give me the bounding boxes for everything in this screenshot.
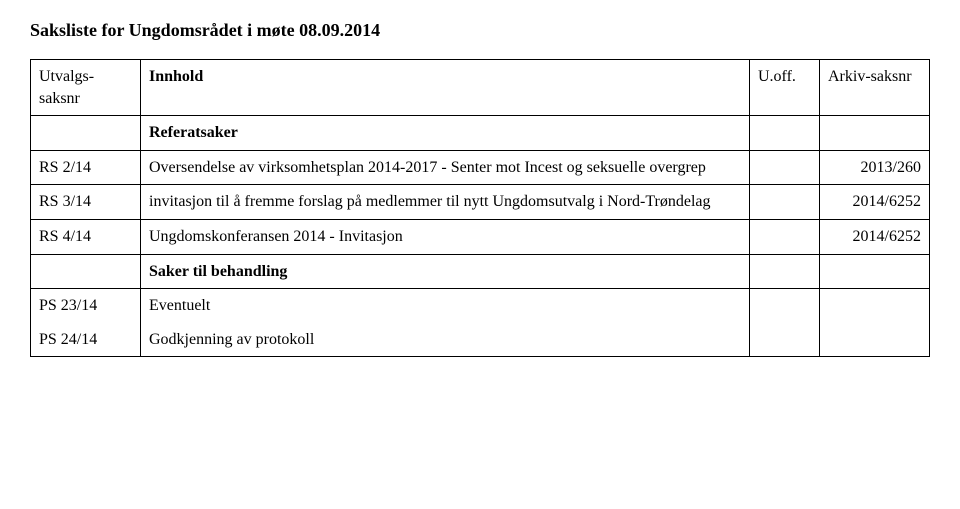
header-arkiv: Arkiv-saksnr [820,60,930,116]
empty-cell [750,116,820,151]
header-innhold: Innhold [141,60,750,116]
empty-cell [31,116,141,151]
header-uoff: U.off. [750,60,820,116]
table-row: RS 3/14 invitasjon til å fremme forslag … [31,185,930,220]
page-title: Saksliste for Ungdomsrådet i møte 08.09.… [30,20,930,41]
cell-uoff [750,323,820,357]
cell-saksnr: PS 24/14 [31,323,141,357]
cell-uoff [750,289,820,323]
cell-innhold: Oversendelse av virksomhetsplan 2014-201… [141,150,750,185]
cell-saksnr: RS 4/14 [31,219,141,254]
saksliste-table: Utvalgs-saksnr Innhold U.off. Arkiv-saks… [30,59,930,357]
cell-arkiv: 2013/260 [820,150,930,185]
cell-innhold: Ungdomskonferansen 2014 - Invitasjon [141,219,750,254]
section-label: Saker til behandling [141,254,750,289]
empty-cell [820,116,930,151]
section-row-referatsaker: Referatsaker [31,116,930,151]
section-label: Referatsaker [141,116,750,151]
cell-uoff [750,150,820,185]
empty-cell [820,254,930,289]
table-row: RS 4/14 Ungdomskonferansen 2014 - Invita… [31,219,930,254]
empty-cell [750,254,820,289]
cell-uoff [750,185,820,220]
cell-uoff [750,219,820,254]
cell-innhold: Godkjenning av protokoll [141,323,750,357]
table-row: PS 24/14 Godkjenning av protokoll [31,323,930,357]
section-row-saker-til-behandling: Saker til behandling [31,254,930,289]
cell-arkiv: 2014/6252 [820,185,930,220]
table-row: PS 23/14 Eventuelt [31,289,930,323]
header-saksnr: Utvalgs-saksnr [31,60,141,116]
cell-saksnr: RS 3/14 [31,185,141,220]
cell-saksnr: PS 23/14 [31,289,141,323]
cell-arkiv: 2014/6252 [820,219,930,254]
empty-cell [31,254,141,289]
cell-arkiv [820,323,930,357]
cell-saksnr: RS 2/14 [31,150,141,185]
cell-innhold: invitasjon til å fremme forslag på medle… [141,185,750,220]
cell-innhold: Eventuelt [141,289,750,323]
table-row: RS 2/14 Oversendelse av virksomhetsplan … [31,150,930,185]
cell-arkiv [820,289,930,323]
table-header-row: Utvalgs-saksnr Innhold U.off. Arkiv-saks… [31,60,930,116]
